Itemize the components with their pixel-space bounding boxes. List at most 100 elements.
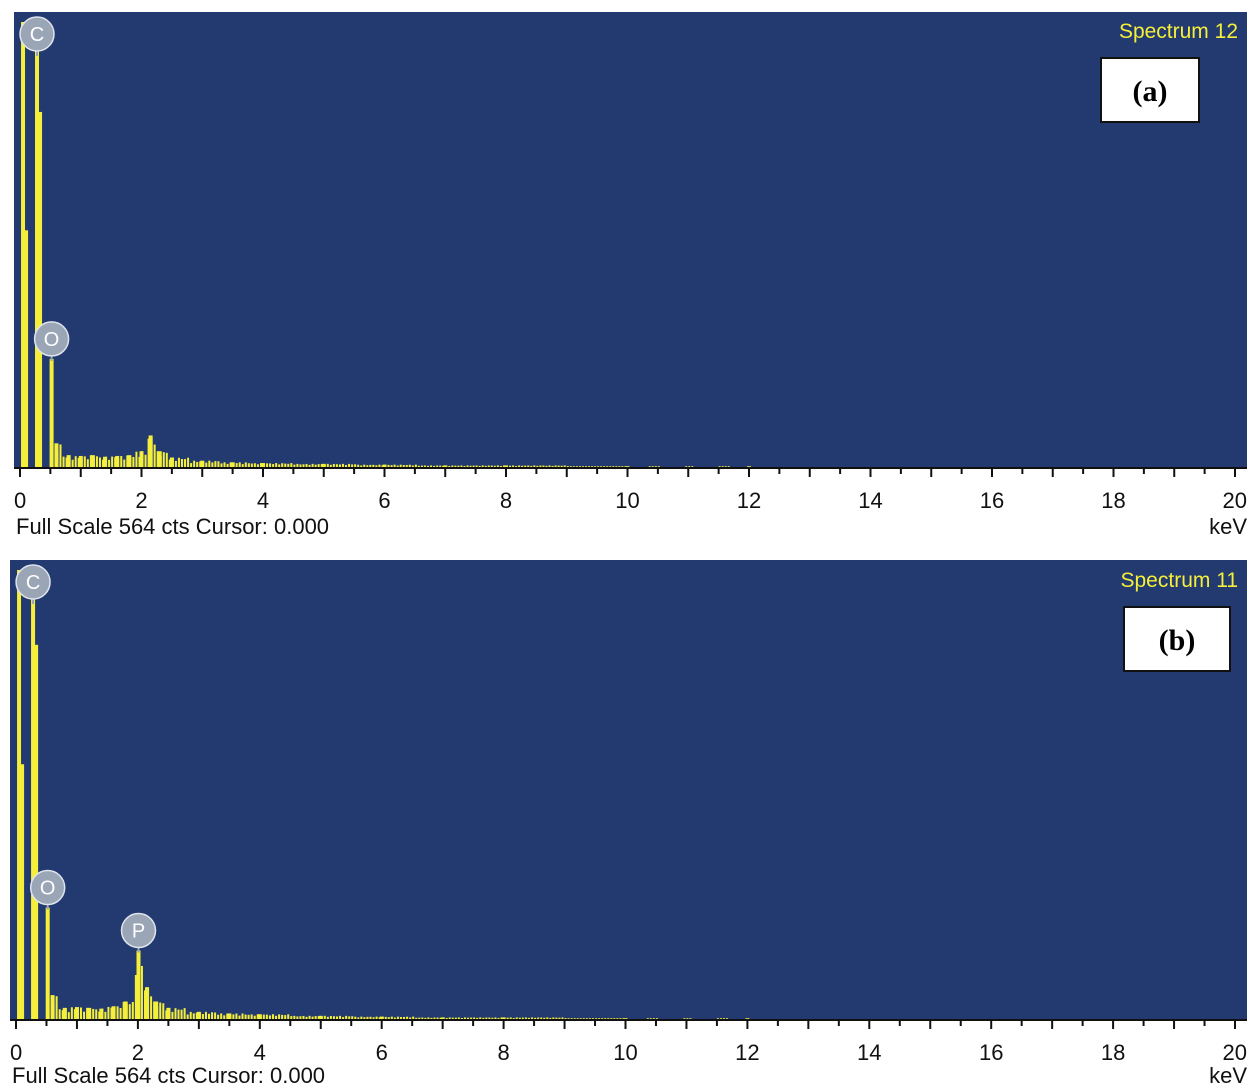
spectrum-bar [572, 466, 575, 467]
spectrum-bar [527, 465, 530, 467]
spectrum-bar [156, 1006, 159, 1019]
peak-element-label: C [30, 24, 44, 46]
spectrum-bar [180, 1009, 183, 1019]
spectrum-bar [275, 463, 278, 467]
spectrum-bar [549, 1017, 552, 1019]
spectrum-bar [232, 462, 235, 467]
spectrum-bar [229, 1014, 232, 1019]
full-scale-cursor-readout: Full Scale 564 cts Cursor: 0.000 [16, 514, 329, 539]
spectrum-bar [502, 465, 505, 467]
spectrum-bar [497, 1017, 500, 1019]
spectrum-bar [108, 459, 111, 467]
x-tick-label: 2 [135, 488, 147, 513]
spectrum-bar [470, 1017, 473, 1019]
x-tick-label: 12 [735, 1040, 759, 1065]
spectrum-bar [561, 1017, 564, 1019]
spectrum-bar [83, 1011, 86, 1019]
spectrum-bar [718, 466, 721, 467]
panel-label: (a) [1133, 75, 1168, 108]
spectrum-bar [131, 1002, 134, 1019]
spectrum-bar [56, 450, 59, 467]
spectrum-bar [153, 1001, 156, 1019]
spectrum-bar [317, 464, 320, 467]
x-tick-label: 6 [378, 488, 390, 513]
x-tick-label: 10 [613, 1040, 637, 1065]
spectrum-bar [689, 1018, 692, 1019]
spectrum-bar [17, 570, 22, 1019]
spectrum-bar [201, 1013, 204, 1019]
spectrum-bar [685, 466, 688, 467]
x-tick-label: 6 [376, 1040, 388, 1065]
x-tick-label: 4 [257, 488, 269, 513]
spectrum-bar [719, 1018, 722, 1019]
spectrum-bar [384, 464, 387, 467]
plot-background [14, 12, 1247, 468]
spectrum-title: Spectrum 12 [1119, 20, 1238, 43]
spectrum-bar [527, 1017, 530, 1019]
spectrum-bar [162, 1003, 165, 1019]
spectrum-bar [220, 463, 223, 467]
spectrum-bar [323, 464, 326, 467]
spectrum-bar [476, 1017, 479, 1019]
spectrum-bar [128, 1004, 131, 1019]
peak-element-label: C [26, 572, 40, 594]
spectrum-bar [448, 1017, 451, 1019]
spectrum-bar [575, 466, 578, 467]
peak-marker-O [33, 321, 70, 357]
spectrum-bar [494, 1017, 497, 1019]
spectrum-bar [262, 1014, 265, 1019]
spectrum-bar [65, 457, 68, 467]
spectrum-bar [524, 465, 527, 467]
spectrum-bar [488, 1017, 491, 1019]
spectrum-bar [111, 456, 114, 467]
spectrum-bar [281, 463, 284, 467]
spectrum-bar [208, 460, 211, 467]
spectrum-bar [226, 1013, 229, 1019]
spectrum-bar [521, 465, 524, 467]
spectrum-bar [138, 456, 141, 467]
peak-element-label: P [132, 921, 145, 943]
spectrum-bar [272, 464, 275, 467]
spectrum-bar [433, 1017, 436, 1019]
spectrum-bar [305, 1016, 308, 1019]
peak-marker-C [15, 564, 51, 600]
spectrum-bar [345, 1015, 348, 1019]
spectrum-bar [238, 1015, 241, 1019]
spectrum-bar [539, 465, 542, 467]
spectrum-bar [357, 1017, 360, 1019]
spectrum-bar [469, 465, 472, 467]
spectrum-bar [557, 465, 560, 467]
spectrum-bar [77, 457, 80, 467]
x-tick-label: 2 [132, 1040, 144, 1065]
spectrum-bar [177, 457, 180, 467]
spectrum-bar [496, 465, 499, 467]
spectrum-bar [460, 465, 463, 467]
spectrum-bar [241, 464, 244, 467]
spectrum-bar [542, 465, 545, 467]
panel-label: (b) [1159, 624, 1196, 657]
spectrum-bar [524, 1017, 527, 1019]
spectrum-bar [354, 464, 357, 467]
spectrum-bar [430, 1017, 433, 1019]
spectrum-bar [536, 465, 539, 467]
spectrum-bar [624, 466, 627, 467]
spectrum-bar [393, 464, 396, 467]
spectrum-bar [543, 1017, 546, 1019]
spectrum-bar [601, 1018, 604, 1019]
spectrum-bar [372, 1017, 375, 1019]
spectrum-bar [247, 463, 250, 467]
spectrum-bar [189, 1011, 192, 1019]
panel-label-box [1100, 57, 1200, 123]
spectrum-bar [70, 1007, 73, 1019]
spectrum-bar [484, 465, 487, 467]
spectrum-bar [363, 1017, 366, 1019]
spectrum-bar [515, 466, 518, 467]
spectrum-bar [59, 444, 62, 467]
spectrum-bar [150, 996, 153, 1019]
spectrum-bar [135, 451, 138, 467]
spectrum-bar [198, 1012, 201, 1019]
spectrum-bar [238, 462, 241, 467]
spectrum-title: Spectrum 11 [1121, 569, 1239, 592]
spectrum-bar [335, 464, 338, 467]
spectrum-bar [214, 461, 217, 467]
